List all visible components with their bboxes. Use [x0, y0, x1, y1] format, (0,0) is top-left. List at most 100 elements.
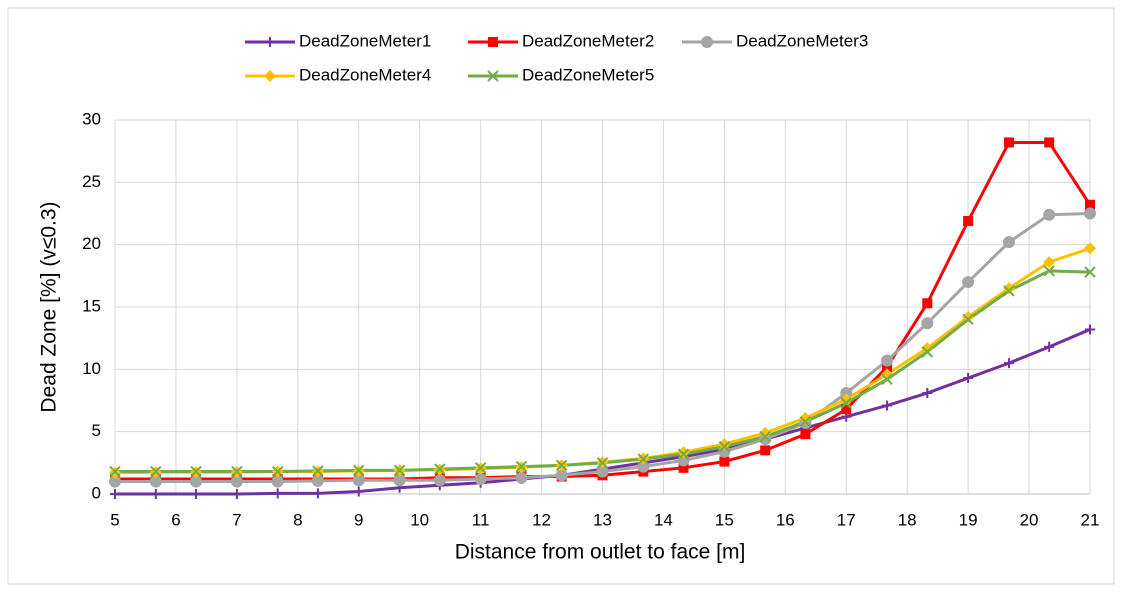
marker: [841, 404, 852, 415]
y-tick-label: 30: [82, 109, 101, 128]
marker: [596, 457, 609, 469]
marker: [353, 464, 365, 477]
marker: [272, 488, 283, 499]
marker: [109, 465, 121, 478]
marker: [677, 446, 690, 459]
legend-item: DeadZoneMeter2: [468, 31, 654, 50]
marker: [190, 465, 202, 478]
legend-marker: [264, 70, 276, 82]
legend-marker: [265, 37, 275, 47]
marker: [271, 475, 284, 488]
marker: [271, 465, 284, 478]
marker: [150, 465, 162, 478]
x-tick-label: 14: [654, 510, 673, 529]
legend-marker: [488, 37, 498, 47]
marker: [150, 489, 161, 499]
marker: [678, 462, 689, 473]
marker: [922, 298, 933, 309]
marker: [637, 453, 650, 465]
x-tick-label: 5: [110, 510, 119, 529]
marker: [555, 469, 568, 482]
marker: [434, 463, 446, 475]
x-tick-label: 20: [1020, 510, 1039, 529]
marker: [1044, 341, 1055, 352]
marker: [921, 342, 934, 355]
marker: [1043, 256, 1056, 269]
x-axis-label: Distance from outlet to face [m]: [455, 541, 746, 564]
marker: [881, 373, 893, 386]
x-tick-label: 12: [532, 510, 551, 529]
legend-marker: [701, 36, 713, 48]
marker: [352, 474, 365, 487]
marker: [311, 474, 324, 487]
marker: [759, 430, 771, 443]
marker: [555, 459, 568, 472]
y-tick-label: 0: [92, 483, 101, 502]
marker: [312, 488, 323, 499]
y-tick-label: 20: [82, 234, 101, 253]
marker: [110, 489, 120, 499]
marker: [882, 361, 893, 372]
marker: [921, 317, 934, 330]
marker: [474, 462, 487, 474]
marker: [1085, 324, 1095, 335]
marker: [962, 313, 974, 326]
marker: [109, 475, 121, 488]
x-tick-label: 13: [593, 510, 612, 529]
marker: [1003, 137, 1014, 148]
marker: [962, 310, 975, 323]
marker: [1043, 208, 1056, 221]
legend-label: DeadZoneMeter4: [299, 65, 431, 84]
marker: [393, 474, 406, 487]
marker: [433, 474, 446, 487]
legend-item: DeadZoneMeter4: [245, 65, 431, 84]
legend-label: DeadZoneMeter2: [522, 31, 654, 50]
y-tick-label: 10: [82, 359, 101, 378]
x-tick-label: 7: [232, 510, 241, 529]
marker: [718, 440, 731, 453]
marker: [881, 354, 894, 367]
x-tick-label: 17: [837, 510, 856, 529]
x-tick-label: 19: [959, 510, 978, 529]
marker: [1084, 266, 1096, 278]
marker: [840, 393, 853, 406]
marker: [718, 438, 731, 451]
marker: [1084, 242, 1096, 255]
legend-label: DeadZoneMeter3: [736, 31, 868, 50]
legend-marker: [487, 70, 499, 82]
y-tick-label: 5: [92, 421, 101, 440]
marker: [719, 456, 730, 467]
marker: [230, 475, 243, 488]
x-tick-label: 15: [715, 510, 734, 529]
marker: [353, 486, 364, 497]
marker: [759, 433, 772, 446]
legend-item: DeadZoneMeter5: [468, 65, 654, 84]
x-tick-label: 11: [472, 510, 490, 529]
marker: [963, 215, 974, 226]
marker: [922, 388, 933, 399]
marker: [921, 346, 934, 358]
marker: [1044, 137, 1055, 148]
marker: [393, 464, 406, 477]
marker: [1002, 282, 1015, 295]
marker: [231, 489, 242, 499]
y-axis-label: Dead Zone [%] (v≤0.3): [38, 201, 61, 412]
marker: [759, 426, 772, 439]
chart-border: [7, 7, 1115, 585]
marker: [637, 460, 650, 473]
x-tick-label: 6: [171, 510, 180, 529]
legend-label: DeadZoneMeter1: [299, 31, 431, 50]
marker: [677, 448, 690, 460]
x-tick-label: 10: [410, 510, 429, 529]
marker: [799, 411, 812, 424]
marker: [231, 465, 243, 478]
marker: [760, 445, 771, 456]
marker: [1003, 285, 1015, 297]
marker: [474, 473, 487, 486]
marker: [799, 415, 812, 428]
marker: [191, 489, 202, 499]
legend-item: DeadZoneMeter3: [682, 31, 868, 50]
y-tick-label: 15: [82, 296, 101, 315]
marker: [515, 460, 528, 473]
